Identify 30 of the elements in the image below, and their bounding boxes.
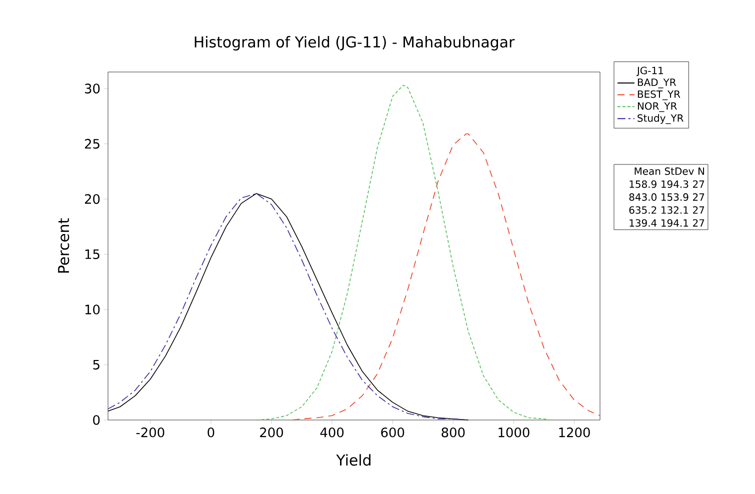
y-tick-label: 30: [85, 84, 100, 94]
line-series: [256, 84, 550, 420]
text: 139.4 194.1 27: [630, 219, 704, 227]
y-tick-label: 20: [84, 194, 100, 204]
x-tick-label: 200: [260, 428, 283, 438]
y-tick-label: 15: [85, 249, 100, 260]
x-tick-label: 800: [442, 428, 465, 438]
text: Mean StDev N: [634, 167, 704, 175]
legend-label: NOR_YR: [638, 102, 677, 112]
y-tick-label: 25: [84, 138, 100, 149]
line-series: [292, 133, 600, 420]
x-axis-title: Yield: [336, 454, 370, 466]
legend-title: JG-11: [636, 66, 663, 76]
legend-label: BEST_YR: [638, 90, 680, 100]
text: 843.0 153.9 27: [629, 193, 704, 201]
x-tick-label: 400: [320, 428, 344, 438]
y-tick-label: 10: [85, 304, 100, 314]
x-tick-label: 1000: [498, 428, 530, 438]
y-tick-label: 5: [93, 360, 100, 370]
chart-title: Histogram of Yield (JG-11) - Mahabubnagar: [194, 36, 515, 50]
text: 635.2 132.1 27: [629, 206, 704, 214]
text: 158.9 194.3 27: [630, 180, 704, 188]
x-tick-label: 600: [381, 428, 404, 438]
y-tick-label: 0: [93, 415, 100, 425]
x-tick-label: -200: [136, 428, 164, 438]
legend-label: BAD_YR: [638, 78, 676, 88]
x-tick-label: 1200: [559, 428, 590, 438]
y-axis-title: Percent: [58, 218, 70, 273]
x-tick-label: 0: [208, 428, 214, 438]
legend-label: Study_YR: [638, 114, 684, 124]
